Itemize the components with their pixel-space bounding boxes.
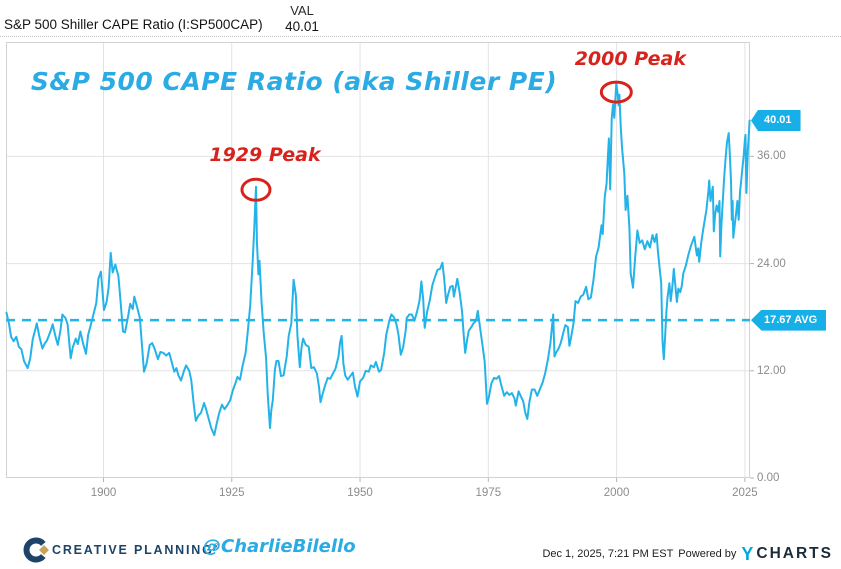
- attribution-bar: Dec 1, 2025, 7:21 PM EST Powered by Y CH…: [542, 545, 833, 563]
- ycharts-wordmark: CHARTS: [756, 545, 833, 562]
- x-axis-label: 1900: [90, 487, 117, 499]
- y-axis-label: 0.00: [757, 472, 780, 484]
- average-value-badge: 17.67 AVG: [751, 309, 827, 331]
- peak-circle-annotation: [240, 177, 272, 202]
- chart-timestamp: Dec 1, 2025, 7:21 PM EST: [542, 548, 674, 560]
- y-axis-label: 24.00: [757, 257, 786, 270]
- peak-text-annotation: 2000 Peak: [575, 48, 688, 70]
- y-axis-label: 12.00: [757, 364, 786, 377]
- x-axis-label: 1925: [218, 487, 245, 499]
- ycharts-logo-y-icon: Y: [741, 544, 754, 564]
- instrument-title: S&P 500 Shiller CAPE Ratio (I:SP500CAP): [4, 17, 263, 32]
- plot-border: [6, 42, 750, 478]
- creative-planning-wordmark: CREATIVE PLANNING®: [52, 543, 219, 557]
- header-separator: [0, 36, 841, 37]
- x-axis-label: 1975: [475, 487, 502, 499]
- cape-ratio-chart[interactable]: S&P 500 CAPE Ratio (aka Shiller PE) 1929 …: [5, 42, 754, 482]
- chart-title: S&P 500 CAPE Ratio (aka Shiller PE): [31, 67, 557, 96]
- x-axis-label: 1950: [347, 487, 373, 499]
- twitter-handle: @CharlieBilello: [203, 536, 356, 557]
- val-current-value: 40.01: [285, 19, 319, 34]
- last-value-badge: 40.01: [751, 110, 801, 132]
- x-axis-label: 2025: [732, 487, 758, 499]
- peak-text-annotation: 1929 Peak: [209, 144, 322, 166]
- creative-planning-logo-icon: [23, 537, 49, 563]
- registered-mark: ®: [213, 543, 219, 551]
- val-column-header: VAL: [290, 3, 314, 18]
- cape-ratio-line: [5, 82, 751, 437]
- peak-circle-annotation: [599, 80, 633, 104]
- x-axis-label: 2000: [603, 487, 630, 499]
- powered-by-label: Powered by: [678, 548, 737, 560]
- plot-area[interactable]: S&P 500 CAPE Ratio (aka Shiller PE) 1929 …: [5, 42, 754, 482]
- y-axis-label: 36.00: [757, 150, 786, 163]
